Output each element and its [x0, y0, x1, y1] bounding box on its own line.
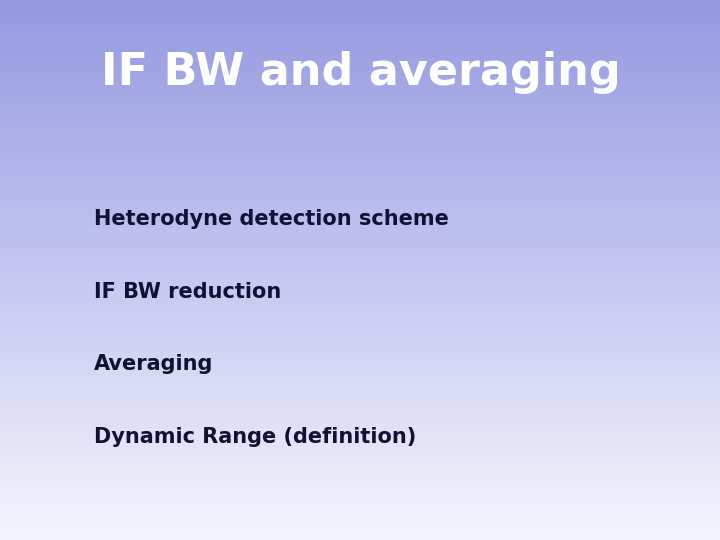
Text: IF BW reduction: IF BW reduction: [94, 281, 281, 302]
Text: Averaging: Averaging: [94, 354, 213, 375]
Text: Heterodyne detection scheme: Heterodyne detection scheme: [94, 208, 449, 229]
Text: Dynamic Range (definition): Dynamic Range (definition): [94, 427, 416, 448]
Text: IF BW and averaging: IF BW and averaging: [101, 51, 621, 94]
